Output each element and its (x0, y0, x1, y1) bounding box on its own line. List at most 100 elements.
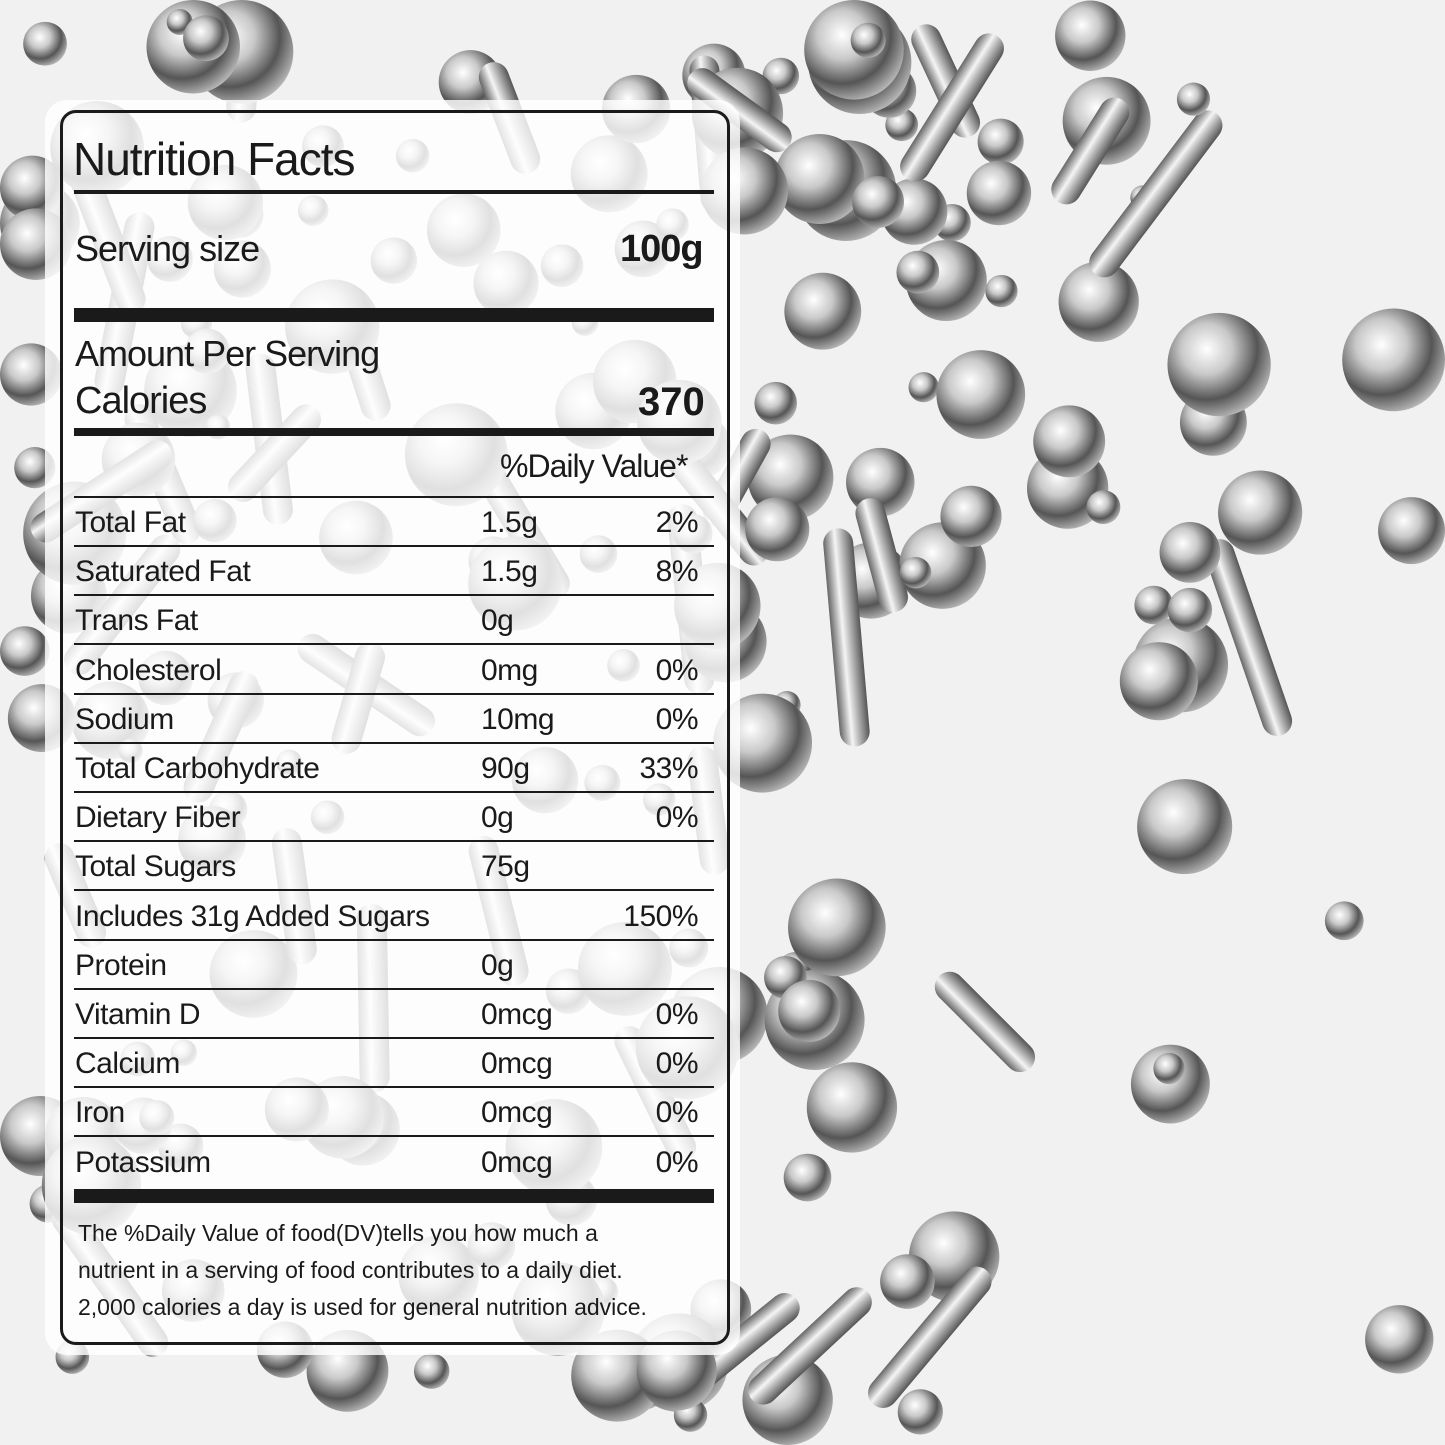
thick-divider (74, 1189, 714, 1203)
nutrient-amount: 0mcg (481, 1096, 553, 1130)
nutrient-name: Calcium (75, 1047, 180, 1081)
nutrient-row: Potassium 0mcg 0% (74, 1138, 714, 1185)
nutrient-amount: 10mg (481, 702, 555, 736)
nutrient-name: Vitamin D (75, 998, 201, 1031)
sprinkle-ball (1167, 312, 1271, 417)
nutrient-daily-value: 150% (623, 899, 698, 933)
sprinkle-ball (936, 350, 1026, 439)
thick-divider (74, 308, 714, 322)
nutrient-name: Iron (75, 1096, 125, 1130)
sprinkle-rod (748, 1287, 872, 1405)
nutrient-amount: 0mcg (481, 998, 553, 1031)
sprinkle-ball (1167, 587, 1213, 633)
medium-divider (74, 428, 714, 436)
nutrient-row: Saturated Fat 1.5g 8% (74, 547, 714, 597)
footnote-line: nutrient in a serving of food contribute… (78, 1257, 623, 1283)
nutrient-name: Sodium (75, 702, 174, 736)
nutrient-row: Total Fat 1.5g 2% (74, 498, 714, 547)
sprinkle-ball (1137, 779, 1233, 875)
serving-size-label: Serving size (75, 228, 260, 269)
sprinkle-ball (897, 1389, 943, 1435)
nutrient-row: Vitamin D 0mcg 0% (74, 990, 714, 1039)
sprinkle-ball (940, 485, 1002, 547)
sprinkle-ball (754, 381, 797, 425)
nutrient-row: Cholesterol 0mg 0% (74, 646, 714, 695)
nutrient-daily-value: 0% (655, 1096, 699, 1130)
nutrient-amount: 1.5g (481, 555, 538, 589)
sprinkle-ball (846, 447, 915, 517)
nutrient-daily-value: 0% (655, 702, 699, 736)
nutrient-name: Total Sugars (75, 850, 236, 884)
sprinkle-ball (985, 274, 1018, 308)
sprinkle-ball (1176, 82, 1211, 116)
sprinkle-ball (1119, 642, 1198, 721)
nutrient-daily-value: 0% (655, 801, 699, 835)
sprinkle-ball (850, 22, 886, 58)
nutrient-daily-value: 33% (639, 752, 698, 785)
nutrient-amount: 0g (481, 801, 514, 835)
sprinkle-rod (900, 33, 1004, 182)
footnote: The %Daily Value of food(DV)tells you ho… (78, 1215, 647, 1326)
sprinkle-ball (1159, 522, 1221, 583)
nutrient-row: Dietary Fiber 0g 0% (74, 793, 714, 843)
nutrient-row: Calcium 0mcg 0% (74, 1039, 714, 1089)
sprinkle-ball (1365, 1305, 1434, 1374)
sprinkle-ball (880, 1254, 935, 1309)
nutrient-name: Includes 31g Added Sugars (75, 899, 430, 933)
sprinkle-ball (413, 1353, 450, 1389)
nutrient-name: Potassium (75, 1145, 211, 1179)
nutrient-row: Protein 0g (74, 941, 714, 990)
label-title: Nutrition Facts (73, 133, 356, 185)
calories-label: Calories (75, 380, 207, 422)
sprinkle-ball (1153, 1052, 1185, 1085)
nutrient-daily-value: 8% (655, 555, 699, 589)
sprinkle-ball (977, 118, 1024, 165)
amount-per-serving: Amount Per Serving (75, 333, 380, 374)
sprinkle-rod (868, 1266, 992, 1408)
nutrient-row: Sodium 10mg 0% (74, 695, 714, 744)
sprinkle-ball (966, 160, 1032, 226)
footnote-line: 2,000 calories a day is used for general… (78, 1294, 647, 1320)
calories-value: 370 (638, 380, 705, 424)
nutrient-daily-value: 0% (655, 998, 699, 1031)
sprinkle-rod (855, 498, 908, 613)
sprinkle-ball (896, 250, 940, 294)
sprinkle-ball (1134, 585, 1174, 625)
nutrient-name: Protein (75, 948, 167, 982)
nutrient-amount: 0g (481, 604, 514, 638)
divider (74, 496, 714, 498)
sprinkle-ball (908, 372, 939, 403)
nutrient-amount: 0mg (481, 653, 538, 687)
nutrient-amount: 0mcg (481, 1145, 553, 1179)
sprinkle-ball (1342, 308, 1445, 412)
sprinkle-ball (774, 133, 865, 225)
sprinkle-rod (1089, 110, 1223, 278)
nutrient-daily-value: 0% (655, 1145, 699, 1179)
sprinkle-rod (1051, 97, 1130, 205)
divider (74, 190, 714, 194)
sprinkle-rod (823, 528, 870, 747)
nutrient-daily-value: 0% (655, 653, 699, 687)
nutrient-amount: 90g (481, 752, 530, 785)
nutrient-row: Total Sugars 75g (74, 842, 714, 892)
sprinkle-ball (1378, 497, 1445, 565)
sprinkle-ball (788, 878, 886, 977)
nutrient-name: Total Fat (75, 506, 186, 539)
sprinkle-ball (783, 1153, 832, 1202)
sprinkle-ball (183, 15, 229, 62)
sprinkle-ball (23, 21, 67, 66)
nutrient-amount: 0mcg (481, 1047, 553, 1081)
nutrient-name: Trans Fat (75, 604, 198, 638)
sprinkle-ball (806, 1062, 898, 1153)
nutrient-amount: 1.5g (481, 506, 538, 539)
serving-size-value: 100g (620, 228, 704, 270)
nutrient-daily-value: 2% (655, 506, 699, 539)
sprinkle-ball (778, 979, 841, 1042)
sprinkle-ball (1086, 490, 1121, 525)
nutrient-row: Includes 31g Added Sugars 150% (74, 892, 714, 941)
sprinkle-ball (1055, 0, 1126, 71)
sprinkle-ball (1058, 261, 1139, 342)
nutrient-amount: 0g (481, 948, 514, 982)
sprinkle-ball (852, 175, 905, 228)
footnote-line: The %Daily Value of food(DV)tells you ho… (78, 1220, 598, 1246)
